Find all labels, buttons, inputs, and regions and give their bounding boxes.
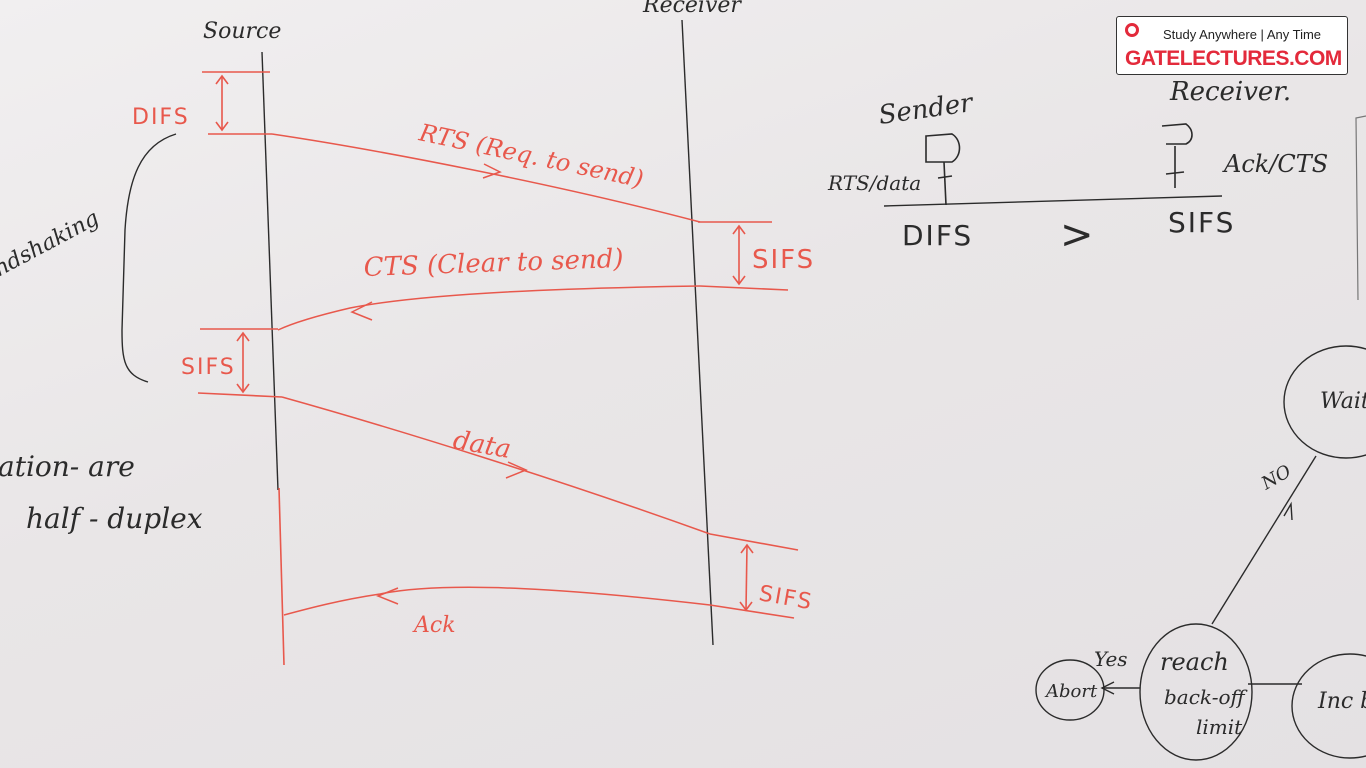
no-arrow: [1211, 455, 1317, 625]
receiver-timeline: [681, 19, 714, 646]
increase-node-label: Inc ba: [1317, 689, 1366, 714]
handshaking-brace: [121, 133, 177, 383]
ack-label: Ack: [412, 613, 456, 638]
wait-node: [1283, 345, 1366, 459]
comparison-baseline: [883, 195, 1223, 207]
reach-node-line-3: limit: [1196, 715, 1243, 739]
comparison-operator: >: [1060, 212, 1096, 258]
reach-node-line-1: reach: [1160, 648, 1229, 676]
wait-node-label: Wait bac: [1320, 389, 1366, 414]
handshaking-label: Handshaking: [0, 206, 103, 298]
data-arrow: [281, 396, 711, 535]
side-note-line-1: ation- are: [0, 450, 135, 483]
reach-node: [1139, 623, 1253, 761]
data-label: data: [451, 425, 513, 465]
yes-label: Yes: [1094, 647, 1128, 671]
increase-node: [1291, 653, 1366, 759]
sender-station-icon: [925, 133, 961, 206]
source-timeline: [261, 51, 279, 491]
sifs-label-3: SIFS: [757, 581, 815, 615]
abort-node: [1035, 659, 1105, 721]
difs-interval: [202, 71, 272, 135]
yes-arrow: [1100, 681, 1140, 695]
cts-arrow: [277, 285, 701, 331]
right-interval-label: SIFS: [1168, 206, 1235, 239]
sifs-interval-1: [698, 221, 789, 291]
logo-mark-icon: [1125, 23, 1139, 37]
abort-node-label: Abort: [1044, 681, 1098, 702]
rts-arrow: [271, 133, 701, 223]
ack-arrow: [283, 586, 711, 616]
receiver-station-icon: [1161, 123, 1193, 188]
sifs-interval-3: [709, 533, 799, 619]
reach-node-line-2: back-off: [1164, 685, 1248, 709]
gatelectures-logo: Study Anywhere | Any Time GATELECTURES.C…: [1116, 16, 1348, 75]
no-label: NO: [1257, 461, 1295, 495]
left-interval-label: DIFS: [902, 219, 973, 252]
logo-tagline: Study Anywhere | Any Time: [1163, 27, 1322, 42]
sender-label: Sender: [877, 88, 976, 131]
receiver-action-label: Ack/CTS: [1222, 150, 1328, 178]
sifs-label-1: SIFS: [752, 245, 815, 275]
difs-label: DIFS: [132, 105, 190, 130]
sifs-interval-2: [197, 328, 283, 398]
source-timeline-red: [278, 487, 285, 666]
edge-frame: [1355, 115, 1366, 301]
sifs-label-2: SIFS: [181, 355, 236, 380]
receiver-label-right: Receiver.: [1169, 77, 1291, 107]
side-note-line-2: half - duplex: [26, 502, 203, 535]
source-label: Source: [203, 19, 281, 44]
sender-action-label: RTS/data: [827, 171, 921, 195]
receiver-label: Receiver: [642, 0, 742, 18]
cts-label: CTS (Clear to send): [363, 244, 624, 283]
logo-brand: GATELECTURES.COM: [1125, 47, 1342, 70]
